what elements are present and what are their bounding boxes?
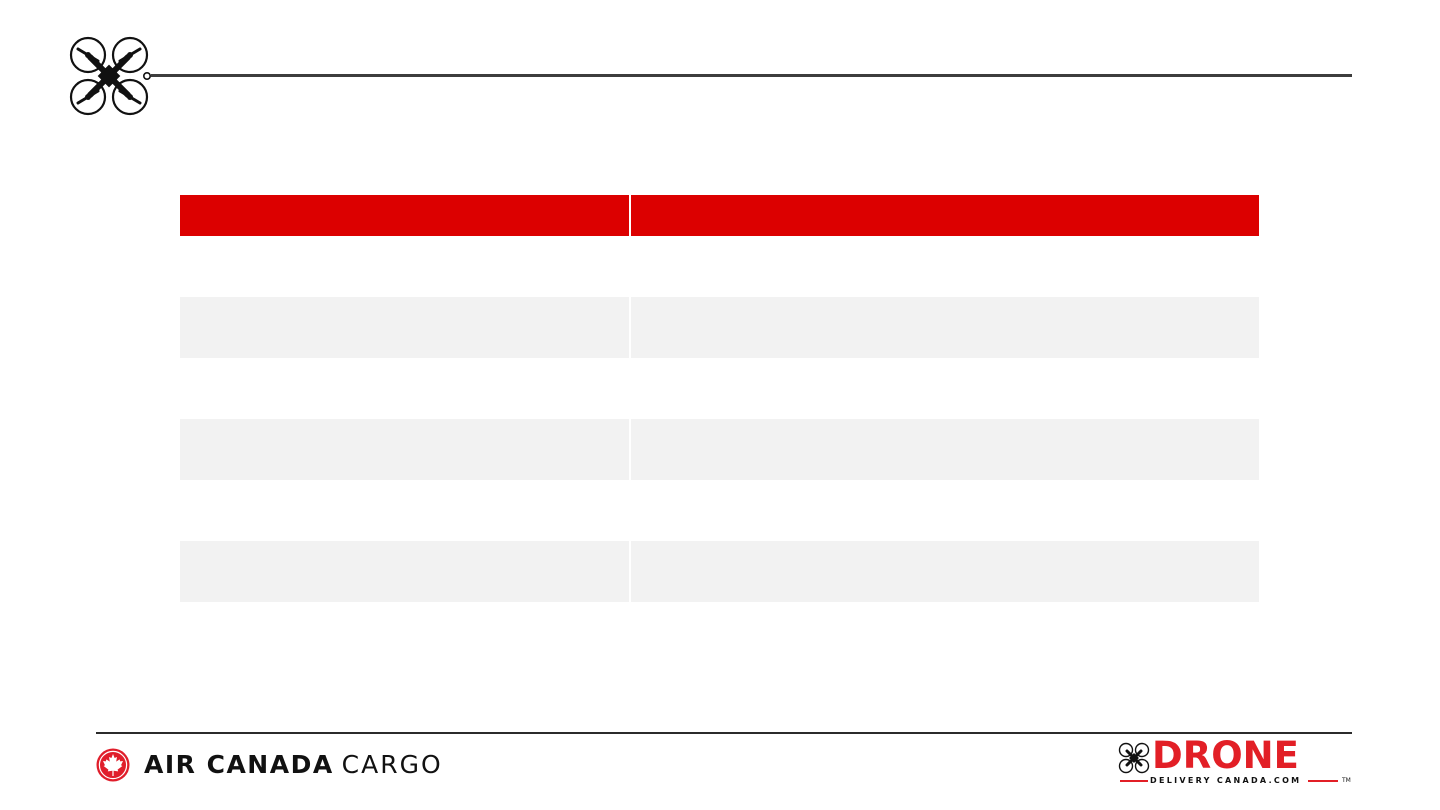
table-cell xyxy=(180,236,631,297)
table-row xyxy=(180,297,1259,358)
quadcopter-drone-icon xyxy=(69,36,152,116)
cargo-text: CARGO xyxy=(341,750,443,779)
air-canada-cargo-logo: AIR CANADA CARGO xyxy=(144,750,443,780)
footer-divider xyxy=(96,732,1352,734)
table-row xyxy=(180,358,1259,419)
tagline-rule-left xyxy=(1120,780,1148,782)
drone-delivery-canada-logo: DRONE DELIVERY CANADA.COM TM xyxy=(1118,736,1358,790)
table-header-row xyxy=(180,195,1259,236)
table-cell xyxy=(630,236,1259,297)
ddc-tagline: DELIVERY CANADA.COM xyxy=(1150,776,1302,785)
table-cell xyxy=(180,480,631,541)
data-table xyxy=(180,195,1259,602)
table-cell xyxy=(630,480,1259,541)
table-cell xyxy=(180,419,631,480)
air-canada-text: AIR CANADA xyxy=(144,750,334,779)
table-row xyxy=(180,541,1259,602)
tagline-rule-right xyxy=(1308,780,1338,782)
header-divider xyxy=(151,74,1352,77)
table-cell xyxy=(180,297,631,358)
column-header xyxy=(630,195,1259,236)
table-row xyxy=(180,419,1259,480)
table-cell xyxy=(630,297,1259,358)
table-row xyxy=(180,236,1259,297)
maple-leaf-roundel-icon xyxy=(96,748,130,782)
table-cell xyxy=(180,541,631,602)
table-cell xyxy=(630,541,1259,602)
trademark-mark: TM xyxy=(1342,777,1351,784)
drone-icon xyxy=(1118,742,1150,774)
table-cell xyxy=(180,358,631,419)
drone-wordmark: DRONE xyxy=(1152,734,1299,777)
table-cell xyxy=(630,419,1259,480)
table-cell xyxy=(630,358,1259,419)
ddc-tagline-row: DELIVERY CANADA.COM TM xyxy=(1118,775,1358,787)
column-header xyxy=(180,195,631,236)
table-row xyxy=(180,480,1259,541)
